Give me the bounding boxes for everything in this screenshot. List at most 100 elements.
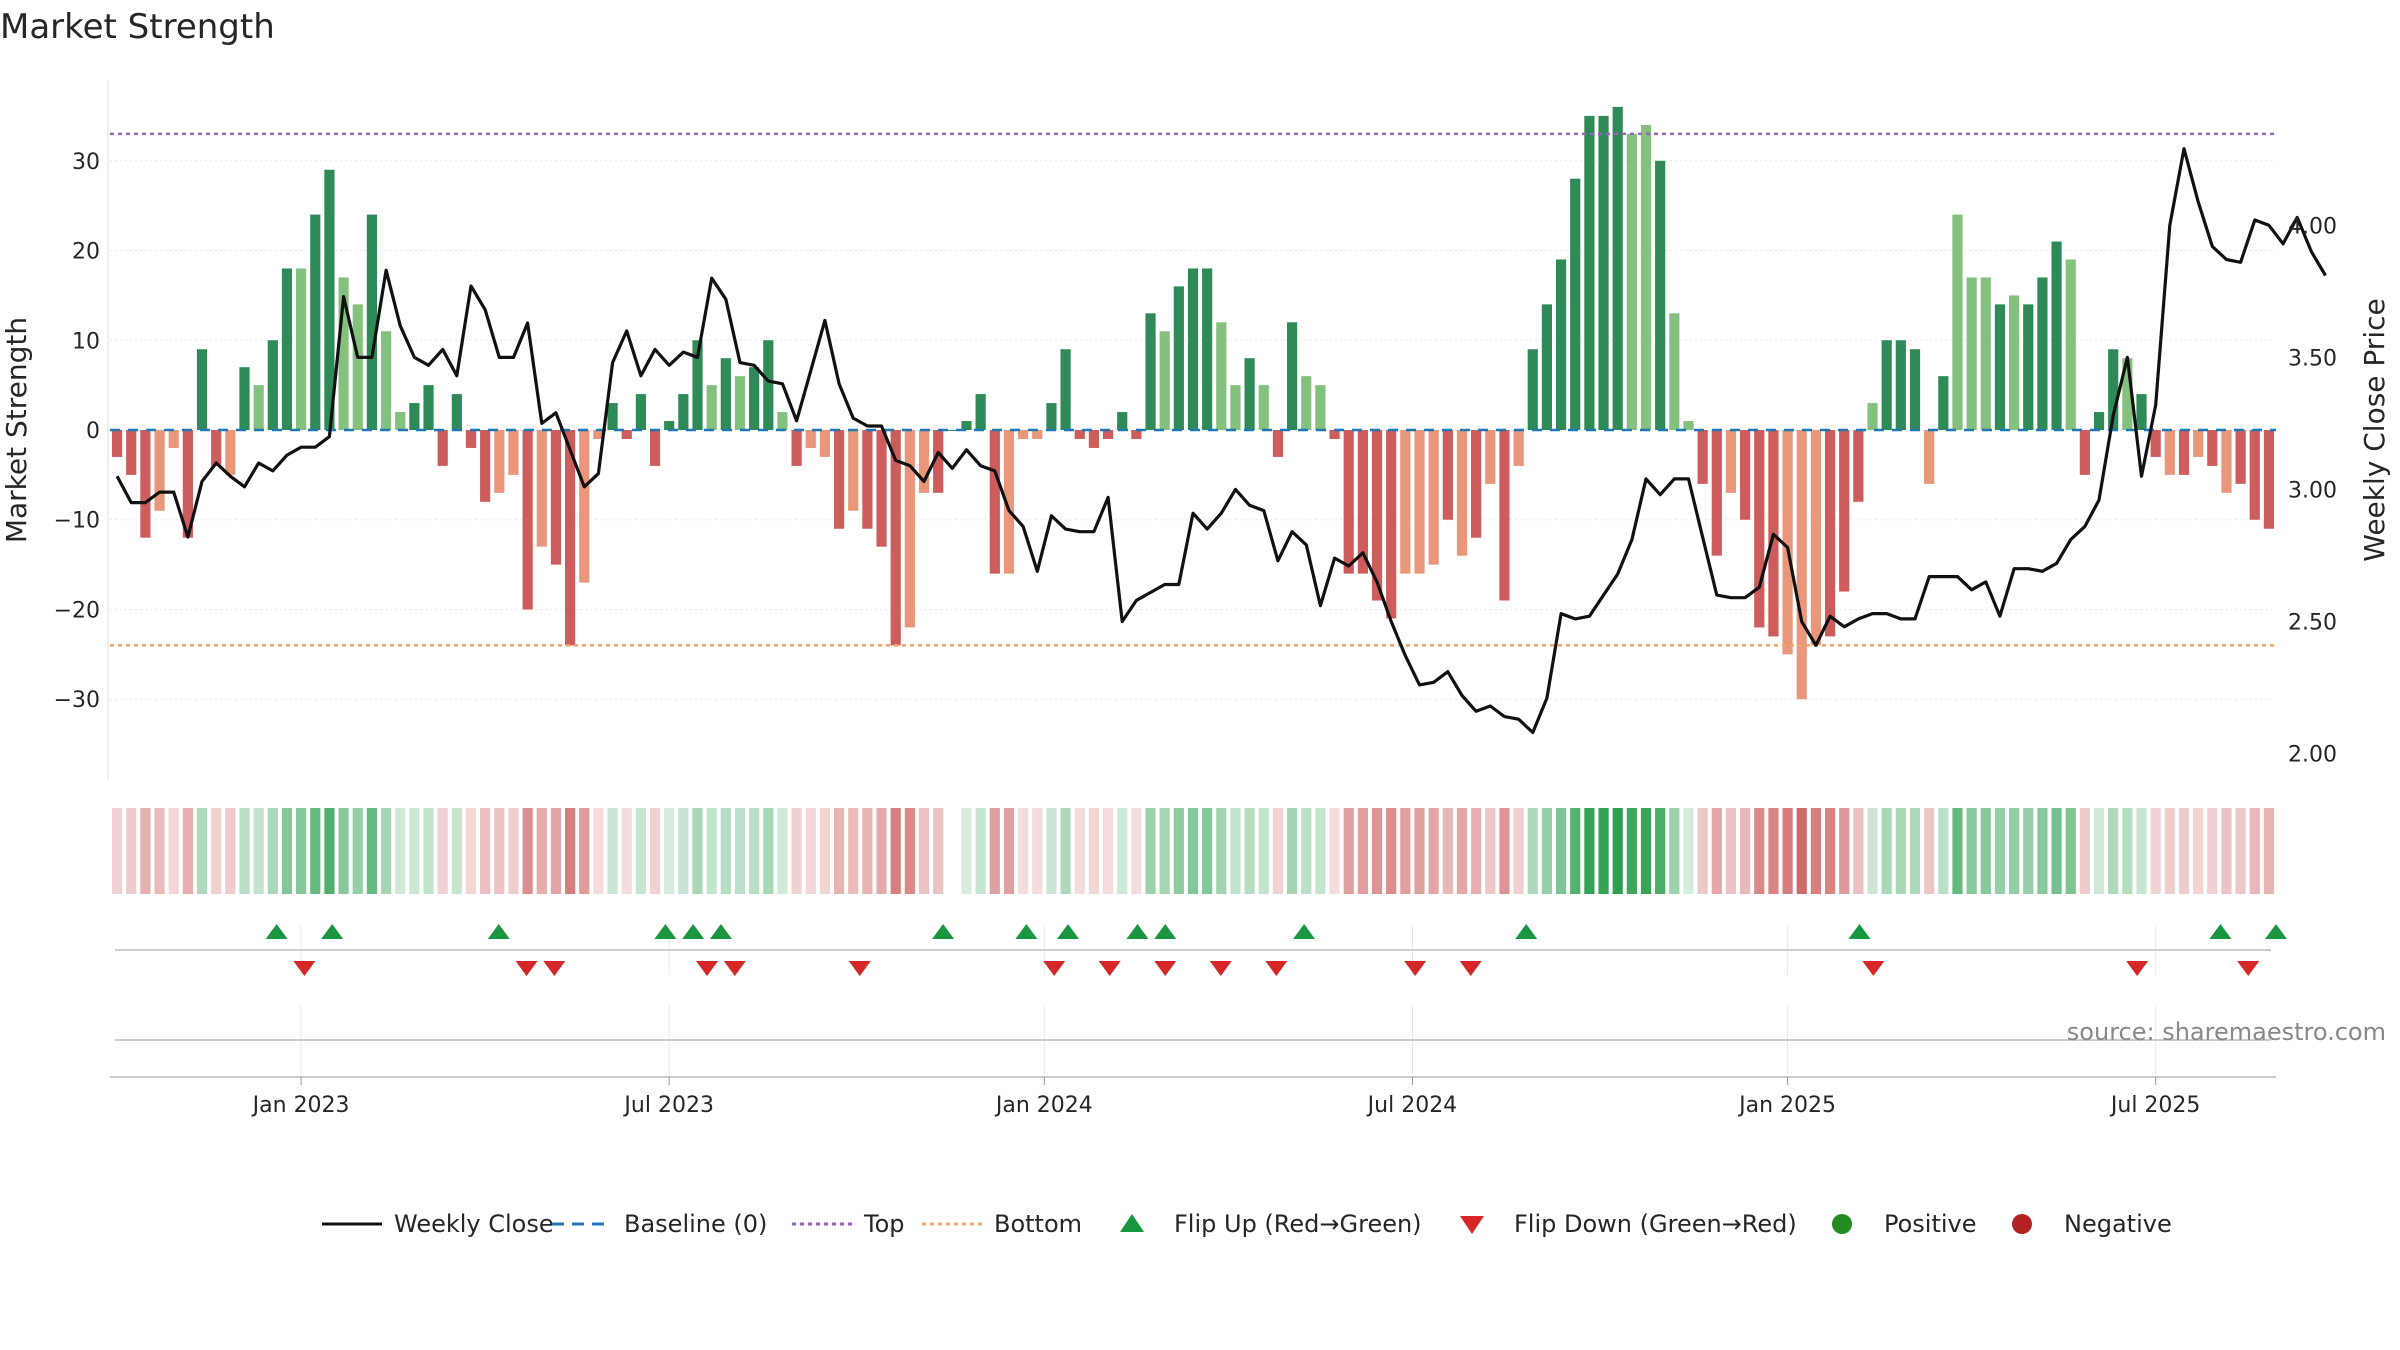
strength-bar (154, 430, 165, 511)
strength-bar (876, 430, 887, 547)
heat-cell (1471, 808, 1482, 894)
strength-bar (1570, 178, 1581, 430)
heat-cell (182, 808, 193, 894)
flip-down-marker (723, 961, 746, 976)
heat-cell (1810, 808, 1821, 894)
strength-bar (296, 268, 307, 430)
flip-up-marker (932, 924, 955, 939)
strength-bar (1853, 430, 1864, 502)
heat-cell (1258, 808, 1269, 894)
heat-cell (1541, 808, 1553, 894)
flip-up-marker (2265, 924, 2287, 939)
heat-cell (2122, 808, 2133, 894)
flip-down-marker (848, 961, 871, 976)
strength-bar (1428, 430, 1439, 565)
heat-cell (2193, 808, 2204, 894)
left-tick-label: 0 (86, 419, 100, 444)
strength-bar (1301, 376, 1312, 430)
strength-bar (1329, 430, 1340, 439)
heat-cell (154, 808, 165, 894)
strength-bar (862, 430, 873, 529)
strength-bar (1782, 430, 1793, 655)
heat-cell (1513, 808, 1524, 894)
left-tick-label: 30 (72, 150, 100, 175)
left-tick-label: −30 (54, 688, 100, 713)
strength-bar (225, 430, 236, 475)
flip-up-marker (1515, 924, 1538, 939)
strength-bar (281, 268, 293, 430)
legend-label: Top (863, 1210, 905, 1238)
legend-label: Flip Up (Red→Green) (1174, 1210, 1422, 1238)
strength-bar (1159, 331, 1170, 430)
strength-bar (380, 331, 392, 430)
strength-bar (1598, 115, 1609, 431)
strength-bar (465, 430, 477, 448)
heat-cell (1428, 808, 1439, 894)
flip-down-marker (696, 961, 719, 976)
strength-bar (423, 385, 434, 430)
strength-bar (1555, 259, 1567, 430)
strength-bar (1966, 277, 1977, 430)
heat-cell (1102, 808, 1114, 894)
legend-swatch (2012, 1214, 2032, 1234)
heat-cell (1315, 808, 1326, 894)
heat-cell (2079, 808, 2090, 894)
heat-cell (2037, 808, 2048, 894)
heat-cell (1386, 808, 1397, 894)
weekly-close-line (115, 147, 2327, 735)
heat-cell (281, 808, 293, 894)
strength-bar (1032, 430, 1043, 439)
strength-bar (749, 367, 760, 430)
heat-cell (1655, 808, 1666, 894)
strength-bar (1499, 430, 1510, 601)
heat-cell (749, 808, 760, 894)
strength-bar (111, 430, 123, 457)
heat-cell (1527, 808, 1538, 894)
left-tick-label: −20 (54, 598, 100, 623)
heat-cell (522, 808, 533, 894)
strength-bar (2079, 430, 2090, 475)
heat-cell (1711, 808, 1722, 894)
heat-cell (989, 808, 1000, 894)
strength-bar (848, 430, 859, 511)
heat-cell (225, 808, 236, 894)
strength-bar (550, 430, 562, 565)
heat-cell (579, 808, 590, 894)
flip-up-marker (682, 924, 705, 939)
strength-bar (437, 430, 448, 466)
strength-bar (1018, 430, 1029, 439)
x-tick-label: Jul 2025 (2109, 1093, 2201, 1118)
strength-bar (1796, 430, 1807, 700)
strength-bar (140, 430, 151, 538)
right-tick-label: 4.00 (2288, 214, 2337, 239)
flip-down-marker (1154, 961, 1177, 976)
heat-cell (1640, 808, 1652, 894)
heat-cell (1287, 808, 1298, 894)
heat-cell (1824, 808, 1836, 894)
strength-bar (1371, 430, 1383, 601)
flip-down-marker (2126, 961, 2149, 976)
flip-markers-panel (115, 924, 2287, 1075)
strength-bars (111, 106, 2275, 700)
legend-label: Weekly Close (394, 1210, 554, 1238)
strength-bar (395, 412, 406, 430)
strength-bar (933, 430, 944, 493)
heat-cell (1952, 808, 1963, 894)
heat-cell (380, 808, 392, 894)
strength-bar (763, 340, 774, 430)
heat-cell (678, 808, 689, 894)
heat-cell (918, 808, 930, 894)
heat-cell (324, 808, 335, 894)
heat-cell (1173, 808, 1184, 894)
strength-bar (1655, 160, 1666, 430)
heat-cell (706, 808, 717, 894)
strength-bar (1272, 430, 1284, 457)
heat-cell (1598, 808, 1609, 894)
strength-bar (196, 349, 208, 430)
weekly-close-series (115, 147, 2327, 735)
heat-cell (1301, 808, 1312, 894)
strength-bar (1824, 430, 1836, 637)
heat-cell (1768, 808, 1779, 894)
legend-item: Positive (1832, 1210, 1977, 1238)
heat-cell (451, 808, 462, 894)
